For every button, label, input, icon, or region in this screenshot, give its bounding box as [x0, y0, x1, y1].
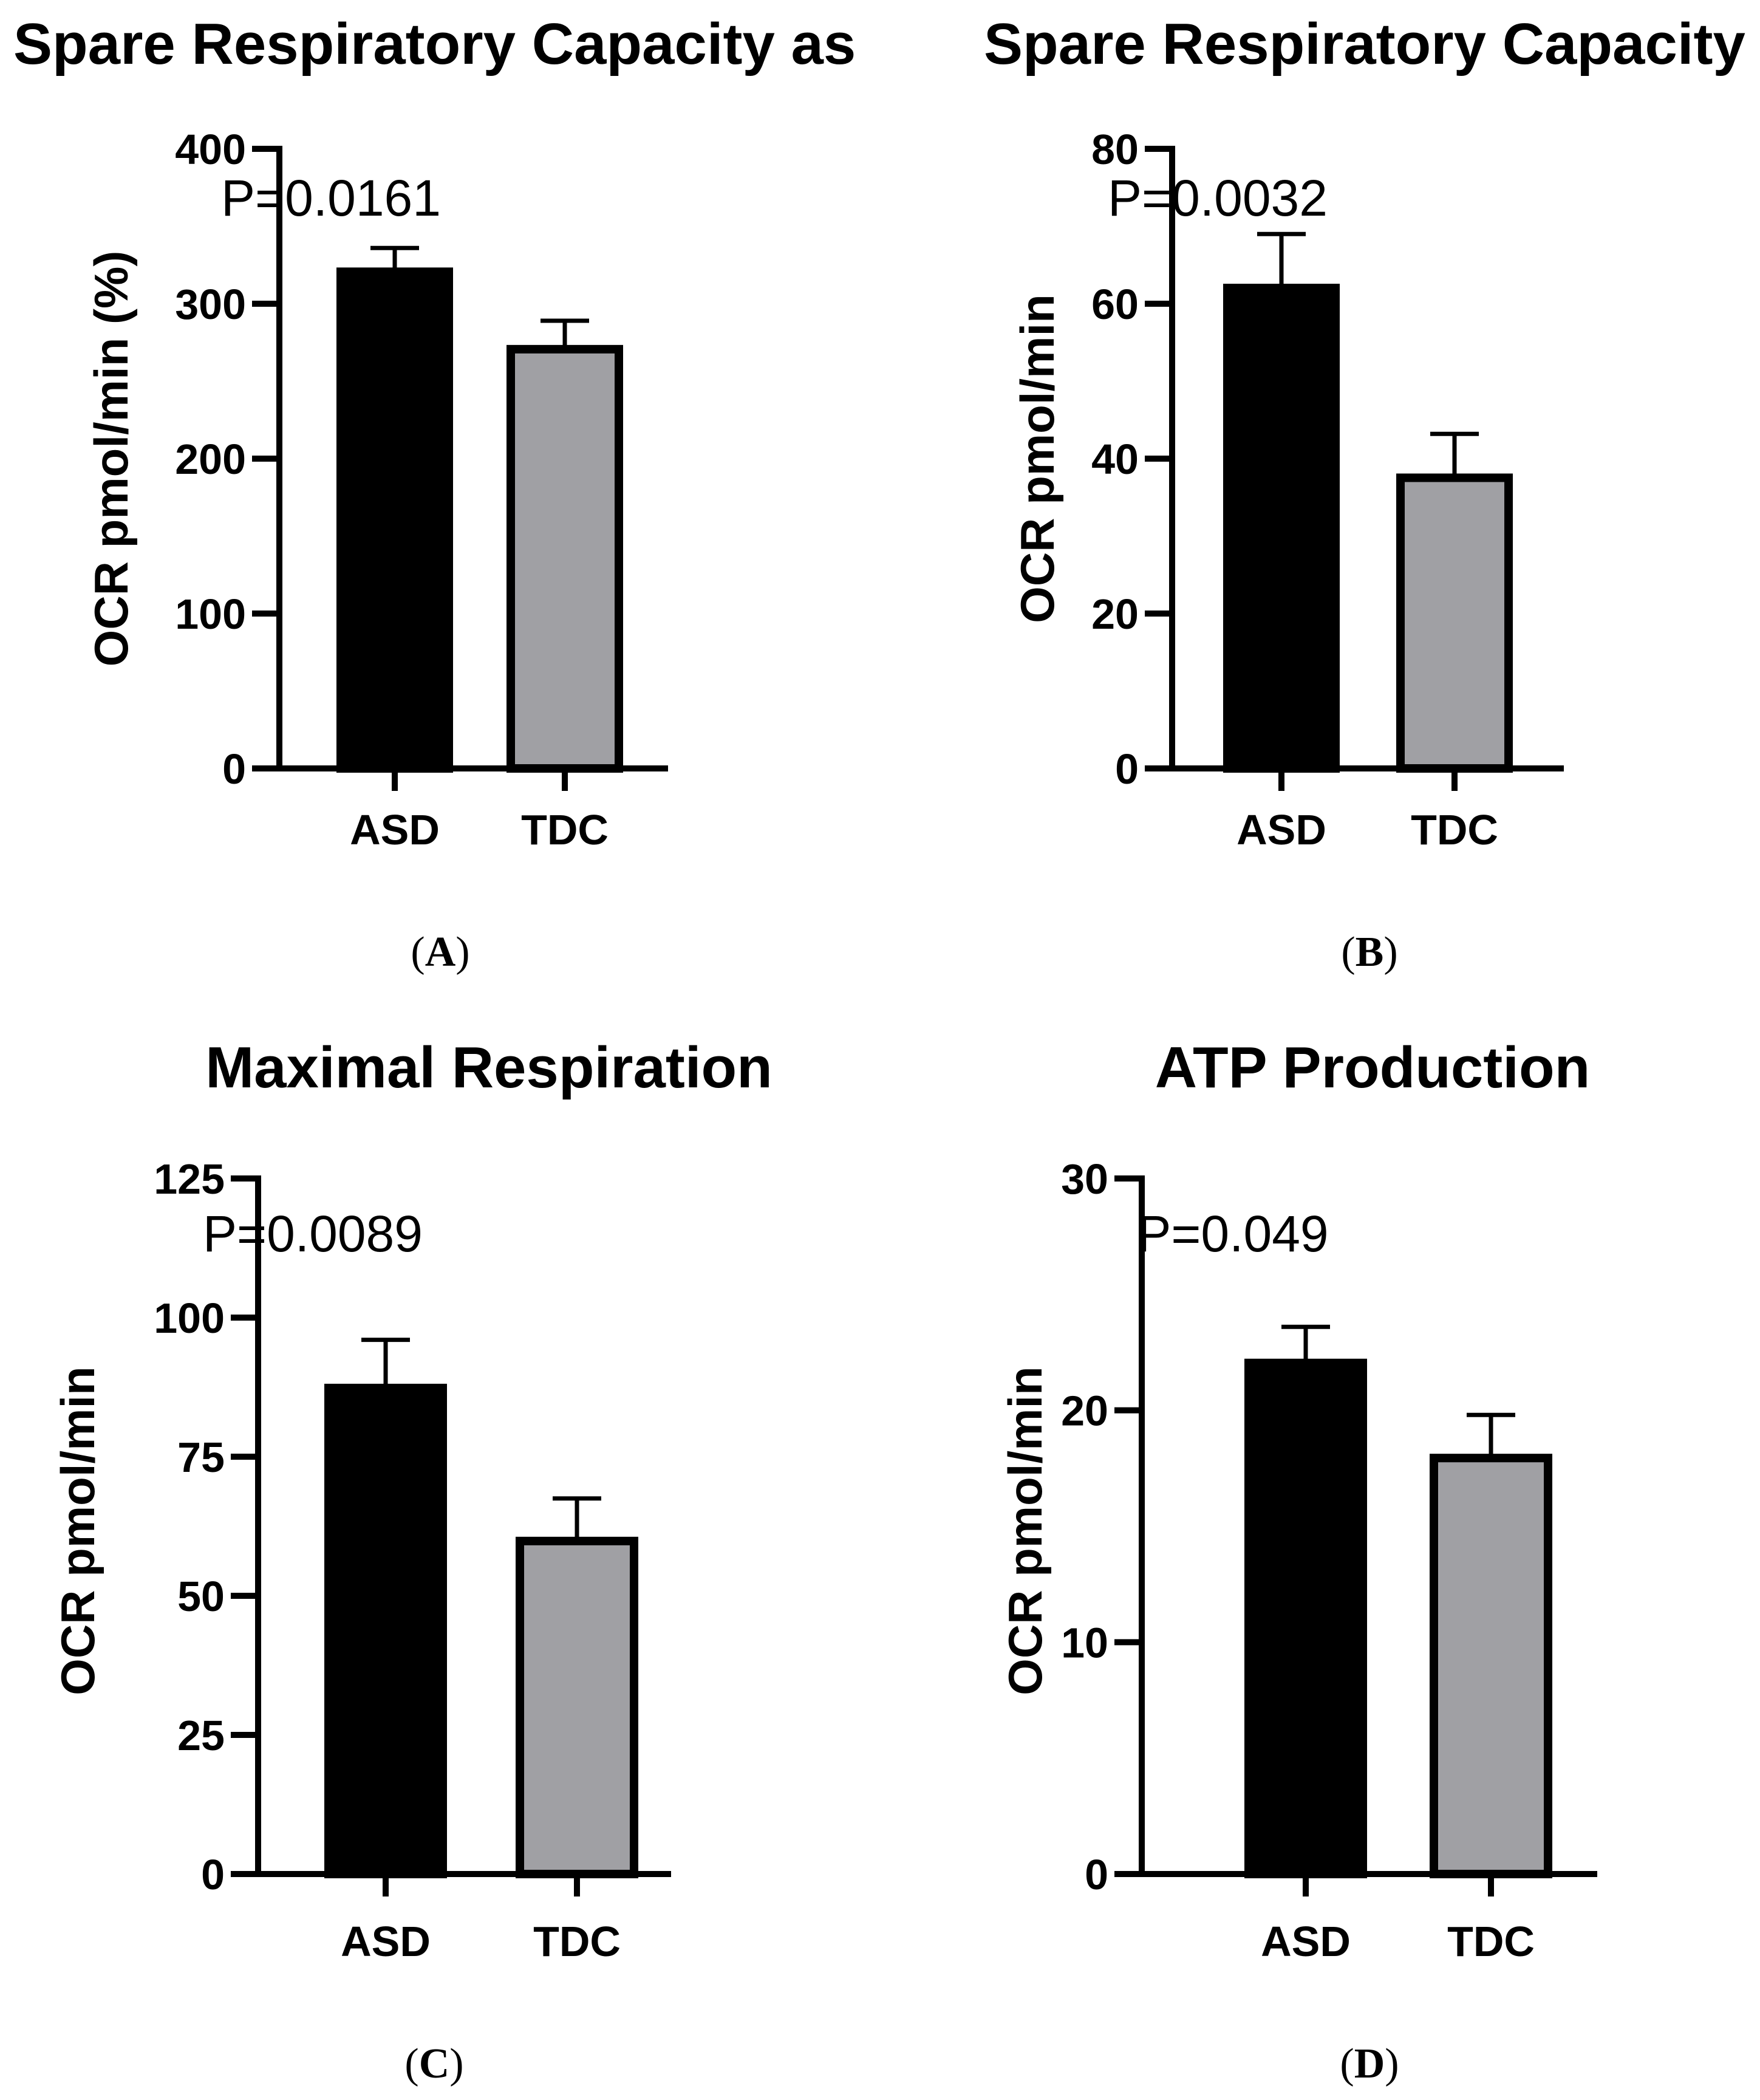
y-tick-label-b-0: 0: [1115, 745, 1139, 793]
x-tick-label-a-asd: ASD: [350, 806, 440, 853]
y-tick-label-a-200: 200: [175, 436, 246, 483]
y-tick-label-d-20: 20: [1061, 1387, 1108, 1435]
y-axis-label-b: OCR pmol/min: [1011, 294, 1064, 623]
bar-d-asd: [1244, 1358, 1367, 1878]
y-tick-label-d-10: 10: [1061, 1619, 1108, 1666]
y-tick-label-c-125: 125: [154, 1155, 225, 1203]
y-tick-label-a-300: 300: [175, 281, 246, 328]
bar-d-tdc: [1430, 1454, 1552, 1878]
y-tick-label-c-100: 100: [154, 1295, 225, 1342]
x-tick-label-c-tdc: TDC: [533, 1918, 621, 1965]
y-tick-label-d-30: 30: [1061, 1155, 1108, 1203]
y-tick-label-a-100: 100: [175, 590, 246, 638]
y-tick-label-d-0: 0: [1085, 1851, 1108, 1898]
p-value-annotation-b: P=0.0032: [1108, 169, 1328, 227]
y-tick-label-a-0: 0: [222, 745, 246, 793]
p-value-annotation-d: P=0.049: [1137, 1205, 1328, 1262]
x-tick-label-a-tdc: TDC: [521, 806, 609, 853]
panel-label-c: (C): [404, 2040, 463, 2087]
y-axis-label-a: OCR pmol/min (%): [84, 251, 138, 667]
x-tick-label-d-tdc: TDC: [1447, 1918, 1535, 1965]
bar-c-tdc: [516, 1536, 638, 1879]
y-tick-label-b-80: 80: [1091, 126, 1139, 173]
y-tick-label-c-0: 0: [201, 1851, 225, 1898]
y-axis-label-c: OCR pmol/min: [51, 1366, 104, 1695]
chart-title-c: Maximal Respiration: [205, 1035, 773, 1100]
p-value-annotation-a: P=0.0161: [221, 169, 441, 227]
y-tick-label-b-20: 20: [1091, 590, 1139, 638]
x-tick-label-c-asd: ASD: [341, 1918, 431, 1965]
chart-title-d: ATP Production: [1155, 1035, 1590, 1100]
p-value-annotation-c: P=0.0089: [203, 1205, 423, 1262]
bar-a-asd: [336, 267, 453, 773]
x-tick-label-d-asd: ASD: [1261, 1918, 1351, 1965]
chart-title-b: Spare Respiratory Capacity: [984, 12, 1745, 77]
y-tick-label-c-25: 25: [177, 1712, 225, 1759]
y-tick-label-b-40: 40: [1091, 436, 1139, 483]
chart-title-a: Spare Respiratory Capacity as: [13, 12, 856, 77]
bar-b-tdc: [1396, 473, 1513, 773]
panel-label-a: (A): [411, 929, 469, 976]
y-tick-label-c-50: 50: [177, 1573, 225, 1620]
bar-c-asd: [324, 1383, 447, 1878]
bar-b-asd: [1223, 284, 1340, 773]
y-tick-label-a-400: 400: [175, 126, 246, 173]
panel-label-b: (B): [1341, 929, 1397, 976]
x-tick-label-b-tdc: TDC: [1411, 806, 1498, 853]
bar-a-tdc: [507, 344, 623, 773]
panel-label-d: (D): [1340, 2040, 1399, 2087]
y-tick-label-c-75: 75: [177, 1434, 225, 1481]
x-tick-label-b-asd: ASD: [1236, 806, 1326, 853]
y-axis-label-d: OCR pmol/min: [998, 1366, 1052, 1695]
y-tick-label-b-60: 60: [1091, 281, 1139, 328]
